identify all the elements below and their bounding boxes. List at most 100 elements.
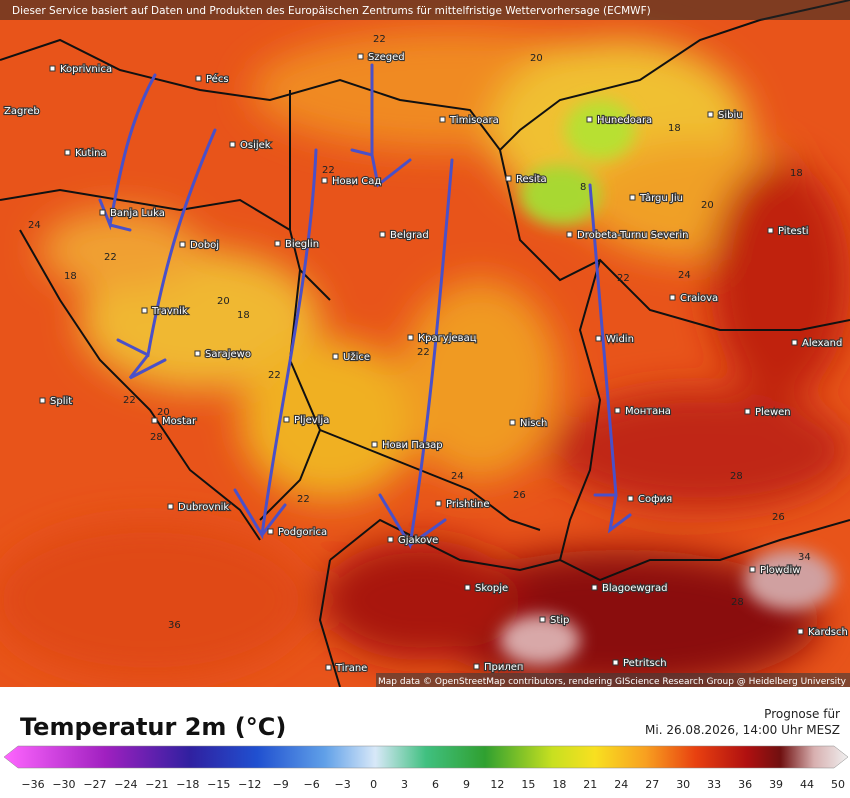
isotherm-label: 22: [104, 252, 117, 263]
city-marker: [379, 231, 386, 238]
city-marker: [586, 116, 593, 123]
color-scale: [3, 745, 849, 769]
legend-tick-label: −30: [52, 778, 75, 791]
legend-tick-label: 6: [432, 778, 439, 791]
city-label: Stip: [550, 615, 569, 626]
city-marker: [749, 566, 756, 573]
city-marker: [321, 177, 328, 184]
city-label: Pitesti: [778, 226, 809, 237]
city-label: Užice: [343, 351, 370, 363]
isotherm-label: 24: [451, 471, 464, 482]
city-label: Alexand: [802, 338, 842, 349]
city-label: Travnik: [151, 306, 188, 317]
legend-tick-label: −15: [207, 778, 230, 791]
service-attribution: Dieser Service basiert auf Daten und Pro…: [12, 5, 651, 17]
city-label: Hunedoara: [597, 115, 652, 126]
city-label: Mostar: [162, 416, 197, 427]
legend-tick-label: −36: [21, 778, 44, 791]
city-label: Kutina: [75, 148, 107, 159]
city-marker: [566, 231, 573, 238]
city-label: Blagoewgrad: [602, 583, 668, 594]
city-label: Zagreb: [4, 106, 40, 117]
city-label: Tirane: [335, 663, 367, 674]
city-label: Belgrad: [390, 230, 429, 241]
city-marker: [509, 419, 516, 426]
isotherm-label: 34: [798, 552, 811, 563]
forecast-label: Prognose für: [764, 707, 840, 721]
isotherm-label: 28: [150, 432, 163, 443]
isotherm-label: 22: [297, 494, 310, 505]
isotherm-label: 20: [157, 407, 170, 418]
city-label: Timisoara: [449, 115, 499, 126]
isotherm-labels: 22 20 18 18 20 22 24 24 22 18 20 18 22 22 22 22 20 28 24 26…: [28, 34, 811, 631]
city-marker: [767, 227, 774, 234]
city-label: Doboj: [190, 240, 219, 251]
city-marker: [791, 339, 798, 346]
city-label: Petritsch: [623, 658, 667, 669]
city-marker: [435, 500, 442, 507]
city-marker: [267, 528, 274, 535]
isotherm-label: 22: [373, 34, 386, 45]
city-label: Craiova: [680, 293, 718, 304]
city-marker: [464, 584, 471, 591]
isotherm-label: 22: [417, 347, 430, 358]
legend-tick-label: −24: [114, 778, 137, 791]
isotherm-label: 22: [268, 370, 281, 381]
legend-tick-label: −3: [335, 778, 351, 791]
city-label: Bieglin: [285, 239, 319, 250]
legend-tick-label: 0: [370, 778, 377, 791]
isotherm-label: 8: [580, 182, 586, 193]
city-labels: Koprivnica Pécs Szeged Zagreb Kutina Osijek Ti…: [3, 51, 849, 675]
city-label: Kardsch: [808, 627, 848, 638]
isotherm-label: 26: [513, 490, 526, 501]
map: Koprivnica Pécs Szeged Zagreb Kutina Osijek Ti…: [0, 0, 850, 687]
city-label: Resita: [516, 174, 547, 185]
legend-tick-label: −6: [304, 778, 320, 791]
isotherm-label: 22: [123, 395, 136, 406]
legend-tick-label: −21: [145, 778, 168, 791]
city-label: София: [638, 494, 672, 505]
annotation-arrows: [98, 63, 632, 550]
city-marker: [194, 350, 201, 357]
city-label: Sibiu: [718, 110, 743, 121]
city-label: Szeged: [368, 52, 405, 63]
isotherm-label: 18: [790, 168, 803, 179]
city-marker: [179, 241, 186, 248]
city-label: Drobeta-Turnu Severin: [577, 230, 688, 241]
borders: [0, 0, 850, 687]
legend-tick-label: 33: [707, 778, 721, 791]
city-marker: [797, 628, 804, 635]
attribution-bar: [0, 0, 850, 20]
city-marker: [473, 663, 480, 670]
city-label: Widin: [606, 334, 634, 345]
city-label: Split: [50, 396, 72, 407]
city-marker: [99, 209, 106, 216]
city-marker: [274, 240, 281, 247]
city-marker: [612, 659, 619, 666]
legend-tick-label: 27: [645, 778, 659, 791]
city-label: Gjakove: [398, 535, 438, 546]
legend-tick-label: −18: [176, 778, 199, 791]
legend-title: Temperatur 2m (°C): [20, 713, 286, 741]
city-label: Pljevlja: [294, 415, 329, 426]
legend-tick-label: −12: [238, 778, 261, 791]
city-marker: [141, 307, 148, 314]
legend-tick-label: 24: [614, 778, 628, 791]
city-marker: [229, 141, 236, 148]
city-marker: [332, 353, 339, 360]
isotherm-label: 22: [322, 165, 335, 176]
map-attribution: Map data © OpenStreetMap contributors, r…: [378, 677, 847, 687]
isotherm-label: 18: [237, 310, 250, 321]
legend-tick-label: −9: [273, 778, 289, 791]
isotherm-label: 24: [28, 220, 41, 231]
city-marker: [595, 335, 602, 342]
isotherm-label: 20: [530, 53, 543, 64]
isotherm-label: 18: [64, 271, 77, 282]
legend-tick-label: −27: [83, 778, 106, 791]
city-label: Prishtine: [446, 499, 489, 510]
legend-tick-label: 18: [552, 778, 566, 791]
legend-tick-label: 21: [583, 778, 597, 791]
city-label: Прилеп: [484, 662, 523, 673]
city-marker: [195, 75, 202, 82]
city-marker: [167, 503, 174, 510]
